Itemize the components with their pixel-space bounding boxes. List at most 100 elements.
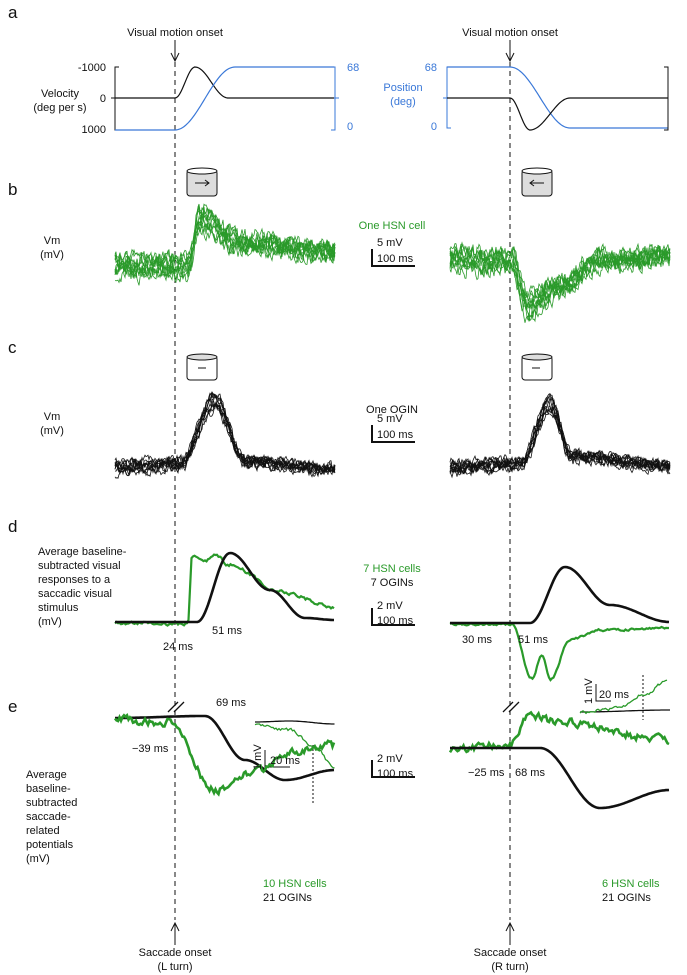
label: 5 mV xyxy=(377,237,403,249)
panel-label: e xyxy=(8,697,17,716)
trace xyxy=(449,242,671,304)
label: 20 ms xyxy=(599,689,629,701)
label: 69 ms xyxy=(216,697,246,709)
label: −25 ms xyxy=(468,767,505,779)
trace xyxy=(115,551,334,624)
trace xyxy=(114,215,336,278)
panel-label: b xyxy=(8,180,17,199)
label: (deg per s) xyxy=(33,102,86,114)
labels: a b c d e Visual motion onset Visual motion on… xyxy=(8,3,660,973)
trace xyxy=(448,710,670,754)
label: (mV) xyxy=(26,853,50,865)
panel-label: c xyxy=(8,338,17,357)
label: Average baseline- xyxy=(38,546,127,558)
arrow xyxy=(505,921,515,945)
trace xyxy=(255,720,335,725)
label: 2 mV xyxy=(377,600,403,612)
trace xyxy=(114,553,335,627)
trace xyxy=(579,679,668,715)
trace xyxy=(115,714,335,782)
label: 5 mV xyxy=(377,413,403,425)
trace xyxy=(447,97,668,131)
trace xyxy=(114,401,336,476)
trace xyxy=(450,746,670,810)
label: 7 OGINs xyxy=(371,577,414,589)
trace xyxy=(449,396,671,470)
trace xyxy=(450,565,670,625)
inset-label: 1 mV xyxy=(583,678,595,704)
trace xyxy=(114,393,336,473)
trace xyxy=(115,66,334,99)
label: 6 HSN cells xyxy=(602,878,660,890)
tick-label: 1000 xyxy=(82,124,106,136)
inset-scale xyxy=(595,684,611,702)
axis xyxy=(664,66,669,131)
label: Saccade onset xyxy=(474,947,547,959)
label: Saccade onset xyxy=(139,947,212,959)
trace xyxy=(114,392,336,473)
traces xyxy=(113,66,671,810)
label: 100 ms xyxy=(377,429,414,441)
label: related xyxy=(26,825,60,837)
trace xyxy=(449,410,671,479)
label: 30 ms xyxy=(462,634,492,646)
label: One OGIN xyxy=(366,404,418,416)
label: 100 ms xyxy=(377,253,414,265)
tick-label: 68 xyxy=(347,62,359,74)
panel-label: a xyxy=(8,3,18,22)
axis-break xyxy=(502,701,520,713)
label: 20 ms xyxy=(270,755,300,767)
label: 10 HSN cells xyxy=(263,878,327,890)
trace xyxy=(449,249,671,316)
label: saccadic visual xyxy=(38,588,112,600)
label: 100 ms xyxy=(377,615,414,627)
label: 7 HSN cells xyxy=(363,563,421,575)
trace xyxy=(114,391,336,473)
label: (mV) xyxy=(40,425,64,437)
label: 21 OGINs xyxy=(263,892,312,904)
trace xyxy=(114,392,336,473)
panel-label: d xyxy=(8,517,17,536)
trace xyxy=(449,250,671,322)
label: Vm xyxy=(44,411,61,423)
label: 2 mV xyxy=(377,753,403,765)
trace xyxy=(254,723,335,769)
label: saccade- xyxy=(26,811,71,823)
label: 100 ms xyxy=(377,768,414,780)
scale-bar xyxy=(371,760,415,778)
label: Average xyxy=(26,769,67,781)
arrow xyxy=(170,921,180,945)
scale-bar xyxy=(371,249,415,267)
label: One HSN cell xyxy=(359,220,426,232)
trace xyxy=(114,222,336,286)
tick-label: 0 xyxy=(100,93,106,105)
label: 24 ms xyxy=(163,641,193,653)
label: Visual motion onset xyxy=(127,27,223,39)
scale-bar xyxy=(371,425,415,443)
label: subtracted xyxy=(26,797,77,809)
label: Vm xyxy=(44,235,61,247)
label: 68 ms xyxy=(515,767,545,779)
tick-label: 0 xyxy=(347,121,353,133)
trace xyxy=(449,408,671,476)
trace xyxy=(449,245,671,309)
label: potentials xyxy=(26,839,74,851)
trace xyxy=(114,220,336,279)
inset-label: 1 mV xyxy=(252,744,264,770)
trace xyxy=(447,66,668,129)
label: stimulus xyxy=(38,602,79,614)
label: Visual motion onset xyxy=(462,27,558,39)
label: responses to a xyxy=(38,574,111,586)
label: (mV) xyxy=(40,249,64,261)
layout xyxy=(111,40,669,945)
label: 51 ms xyxy=(212,625,242,637)
label: Position xyxy=(383,82,422,94)
trace xyxy=(114,203,336,271)
label: baseline- xyxy=(26,783,71,795)
tick-label: -1000 xyxy=(78,62,106,74)
scale-bar xyxy=(371,608,415,626)
label: Velocity xyxy=(41,88,79,100)
trace xyxy=(115,66,334,131)
trace xyxy=(449,621,669,682)
